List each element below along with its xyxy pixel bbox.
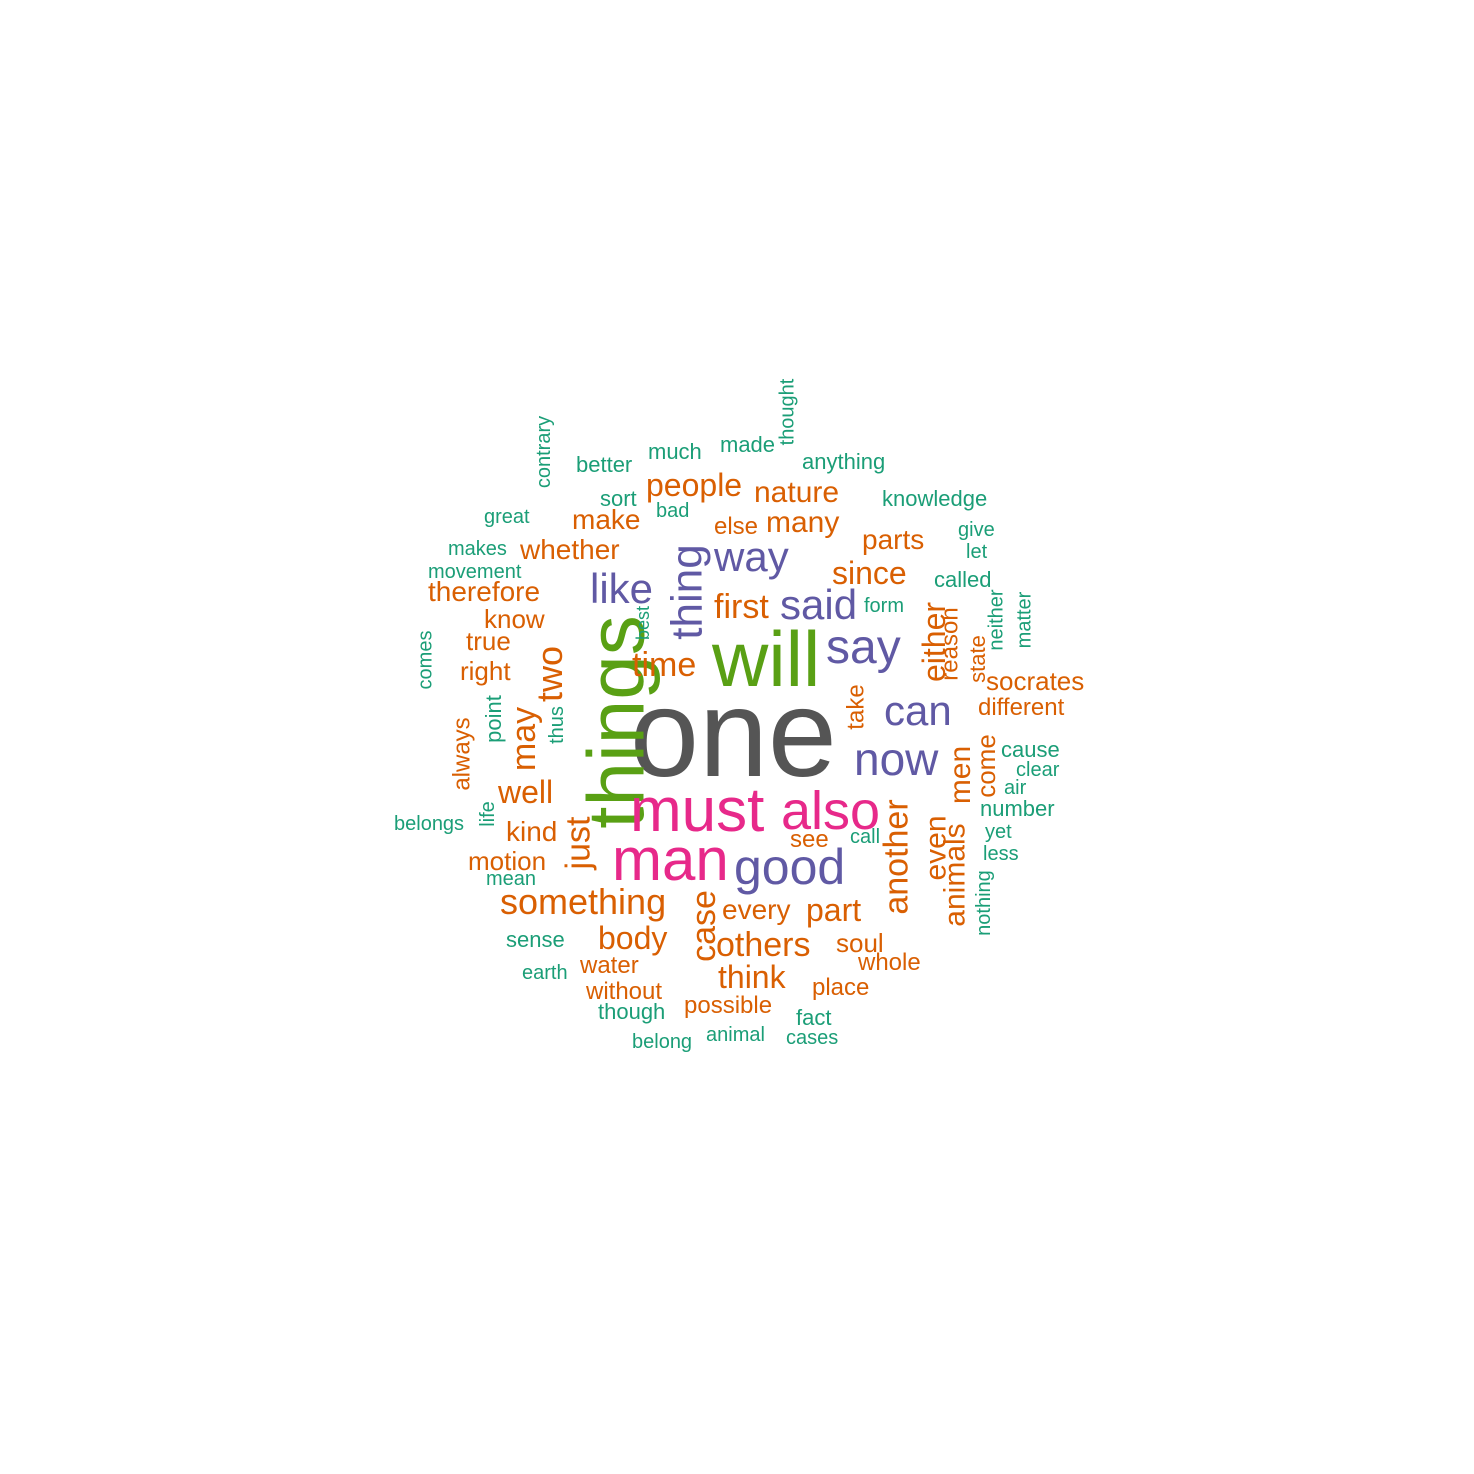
word-animal: animal <box>706 1024 765 1046</box>
word-less: less <box>983 843 1019 865</box>
word-knowledge: knowledge <box>882 486 988 511</box>
word-others: others <box>716 926 811 964</box>
word-place: place <box>812 974 870 1001</box>
word-matter: matter <box>1013 591 1036 649</box>
word-case: case <box>684 890 723 962</box>
word-motion: motion <box>468 846 547 876</box>
word-soul: soul <box>836 928 884 958</box>
word-possible: possible <box>684 992 773 1019</box>
word-may: may <box>505 706 544 772</box>
word-different: different <box>978 694 1065 721</box>
word-anything: anything <box>802 449 886 474</box>
word-another: another <box>877 799 916 915</box>
word-come: come <box>970 734 1001 798</box>
word-always: always <box>448 717 476 791</box>
word-nature: nature <box>754 476 840 509</box>
word-thus: thus <box>545 706 568 744</box>
word-yet: yet <box>985 821 1012 843</box>
word-one: one <box>630 665 837 803</box>
word-must: must <box>630 776 765 845</box>
word-water: water <box>580 952 639 979</box>
word-can: can <box>884 687 952 734</box>
word-movement: movement <box>428 561 522 583</box>
word-contrary: contrary <box>533 415 556 489</box>
word-whole: whole <box>858 949 921 976</box>
word-right: right <box>460 656 511 686</box>
word-give: give <box>958 519 995 541</box>
word-will: will <box>712 615 821 703</box>
word-good: good <box>734 839 846 895</box>
word-even: even <box>919 815 953 881</box>
word-take: take <box>842 684 870 730</box>
word-say: say <box>826 621 901 674</box>
word-air: air <box>1004 777 1027 799</box>
word-best: best <box>633 605 654 641</box>
word-parts: parts <box>862 524 925 555</box>
word-two: two <box>529 645 571 703</box>
word-number: number <box>980 796 1055 821</box>
word-call: call <box>850 826 881 848</box>
word-bad: bad <box>656 500 690 522</box>
word-thought: thought <box>776 378 799 446</box>
word-just: just <box>559 816 598 870</box>
word-cases: cases <box>786 1027 839 1049</box>
word-point: point <box>480 695 506 743</box>
word-whether: whether <box>520 534 620 565</box>
word-kind: kind <box>506 816 558 847</box>
word-earth: earth <box>522 962 568 984</box>
word-clear: clear <box>1016 759 1060 781</box>
word-body: body <box>598 920 668 956</box>
word-life: life <box>476 801 499 827</box>
word-reason: reason <box>936 607 964 681</box>
word-many: many <box>766 506 840 539</box>
word-therefore: therefore <box>428 576 541 607</box>
word-nothing: nothing <box>972 870 995 936</box>
word-something: something <box>500 881 667 922</box>
word-socrates: socrates <box>986 666 1085 696</box>
word-made: made <box>720 432 776 457</box>
word-people: people <box>646 467 743 503</box>
word-man: man <box>612 826 729 893</box>
word-called: called <box>934 567 992 592</box>
word-cause: cause <box>1001 737 1060 762</box>
word-without: without <box>586 978 663 1005</box>
word-also: also <box>781 781 881 841</box>
word-much: much <box>648 439 702 464</box>
word-though: though <box>598 999 666 1024</box>
word-sort: sort <box>600 486 637 511</box>
word-now: now <box>854 733 939 785</box>
word-thing: thing <box>662 544 712 640</box>
word-part: part <box>806 892 862 928</box>
word-since: since <box>832 555 907 591</box>
word-way: way <box>714 533 789 580</box>
word-know: know <box>484 604 545 634</box>
word-think: think <box>718 959 786 995</box>
word-sense: sense <box>506 927 565 952</box>
word-comes: comes <box>414 630 437 690</box>
word-said: said <box>780 581 858 628</box>
word-every: every <box>722 894 791 925</box>
word-form: form <box>864 595 904 617</box>
word-belong: belong <box>632 1031 693 1053</box>
word-time: time <box>632 646 697 684</box>
word-like: like <box>590 565 654 612</box>
word-neither: neither <box>985 589 1008 651</box>
word-true: true <box>466 626 511 656</box>
word-first: first <box>714 588 769 626</box>
word-well: well <box>498 774 554 810</box>
word-fact: fact <box>796 1005 832 1030</box>
word-see: see <box>790 826 829 853</box>
word-mean: mean <box>486 868 537 890</box>
word-else: else <box>714 513 759 540</box>
word-let: let <box>966 541 988 563</box>
word-better: better <box>576 452 633 477</box>
word-belongs: belongs <box>394 813 465 835</box>
word-make: make <box>572 504 641 535</box>
word-makes: makes <box>448 538 507 560</box>
word-great: great <box>484 506 530 528</box>
